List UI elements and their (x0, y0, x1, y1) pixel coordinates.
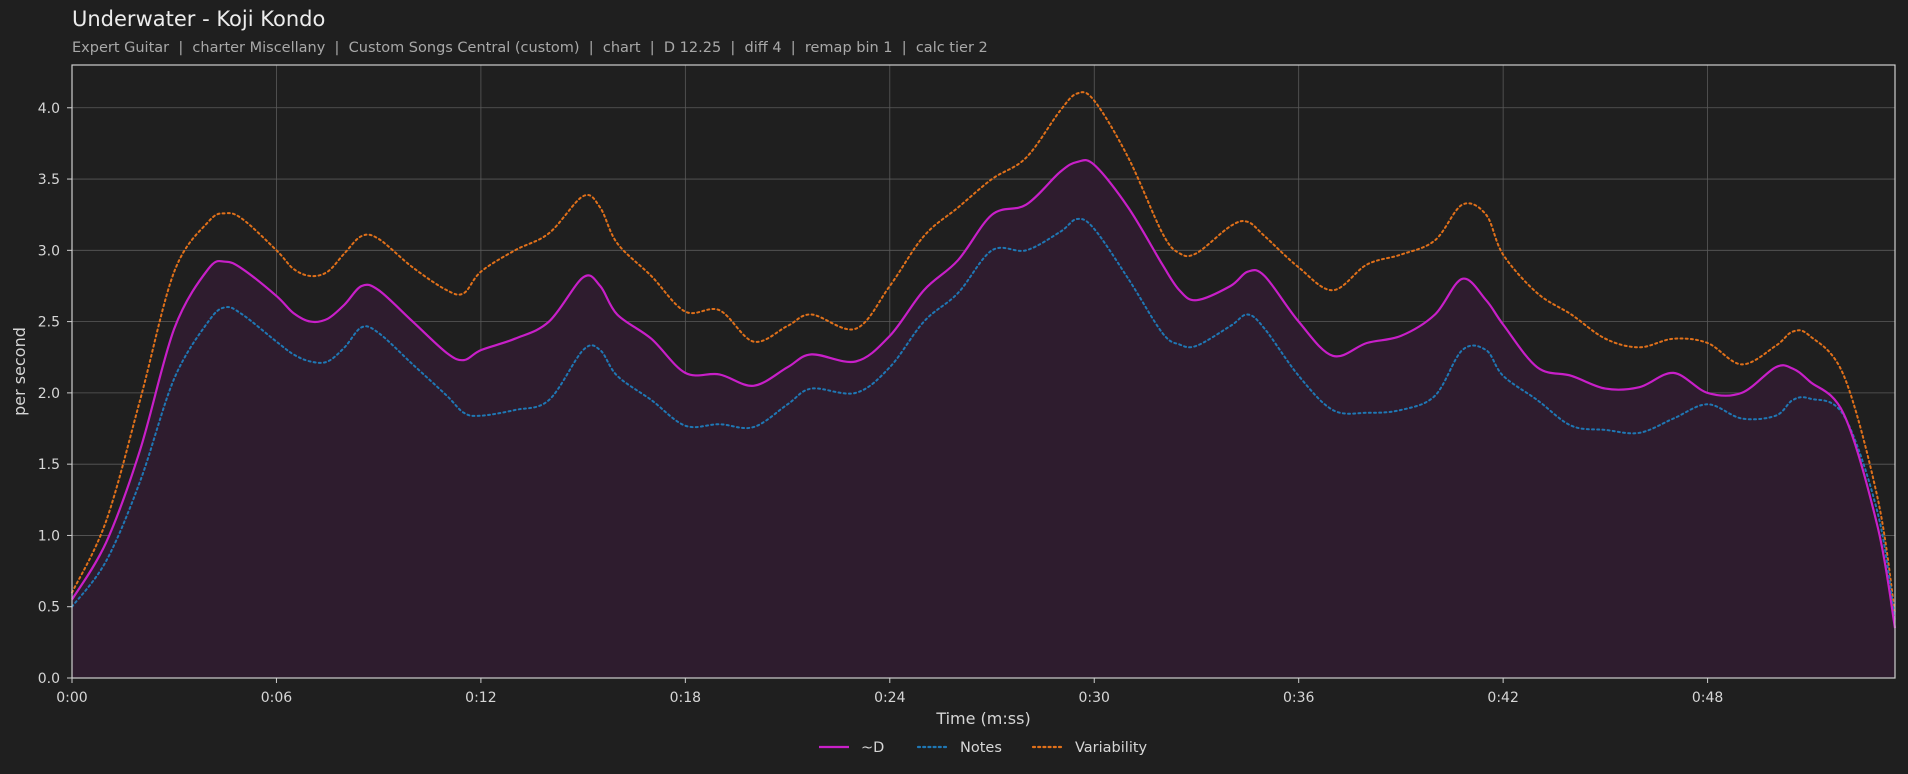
x-tick-label: 0:18 (670, 690, 701, 706)
y-axis-ticks: 0.0 0.5 1.0 1.5 2.0 2.5 3.0 3.5 4.0 (38, 101, 72, 687)
x-tick-label: 0:12 (465, 690, 496, 706)
x-axis-ticks: 0:00 0:06 0:12 0:18 0:24 0:30 0:36 0:42 0:48 (56, 678, 1723, 706)
y-tick-label: 0.0 (38, 671, 60, 687)
series-lines (71, 91, 1897, 629)
legend-label: Variability (1075, 740, 1148, 756)
y-tick-label: 0.5 (38, 600, 60, 616)
x-tick-label: 0:06 (261, 690, 293, 706)
y-axis-label: per second (10, 327, 29, 416)
y-tick-label: 3.0 (38, 243, 60, 259)
series-variability-line (71, 91, 1896, 615)
series-d-line (71, 158, 1897, 629)
x-tick-label: 0:30 (1079, 690, 1110, 706)
x-tick-label: 0:42 (1487, 690, 1518, 706)
y-tick-label: 3.5 (38, 172, 60, 188)
series-d-fill (72, 160, 1895, 678)
chart-subtitle: Expert Guitar | charter Miscellany | Cus… (72, 40, 988, 56)
y-tick-label: 4.0 (38, 101, 60, 117)
x-tick-label: 0:36 (1283, 690, 1315, 706)
chart-title: Underwater - Koji Kondo (72, 7, 326, 31)
y-tick-label: 2.5 (38, 315, 60, 331)
x-tick-label: 0:48 (1692, 690, 1723, 706)
x-tick-label: 0:00 (56, 690, 87, 706)
series-notes-line (71, 217, 1896, 622)
y-tick-label: 1.0 (38, 528, 60, 544)
legend: ~D Notes Variability (819, 740, 1148, 756)
series-fills (72, 160, 1895, 678)
x-tick-label: 0:24 (874, 690, 906, 706)
legend-label: Notes (960, 740, 1002, 756)
y-tick-label: 2.0 (38, 386, 60, 402)
legend-label: ~D (861, 740, 884, 756)
y-tick-label: 1.5 (38, 457, 60, 473)
x-axis-label: Time (m:ss) (935, 709, 1030, 728)
plot-frame (71, 64, 1896, 679)
